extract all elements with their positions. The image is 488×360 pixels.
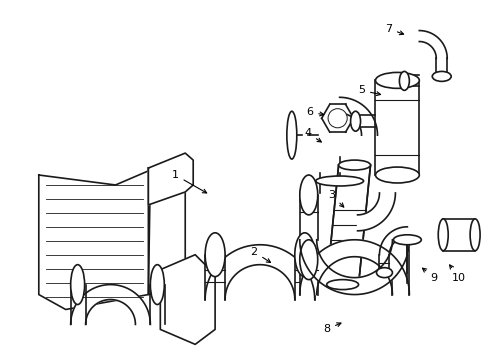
Text: 9: 9 bbox=[422, 268, 437, 283]
Ellipse shape bbox=[205, 233, 224, 276]
Polygon shape bbox=[160, 255, 215, 345]
Ellipse shape bbox=[437, 219, 447, 251]
Ellipse shape bbox=[399, 71, 408, 90]
Polygon shape bbox=[419, 31, 447, 58]
Ellipse shape bbox=[150, 265, 164, 305]
Polygon shape bbox=[339, 97, 377, 135]
Polygon shape bbox=[71, 285, 150, 324]
Polygon shape bbox=[299, 240, 408, 294]
Text: 2: 2 bbox=[250, 247, 270, 262]
Text: 7: 7 bbox=[384, 24, 403, 35]
Polygon shape bbox=[148, 155, 185, 294]
Polygon shape bbox=[326, 165, 370, 285]
Ellipse shape bbox=[299, 240, 317, 280]
Polygon shape bbox=[375, 80, 419, 175]
Ellipse shape bbox=[376, 268, 392, 278]
Ellipse shape bbox=[431, 71, 450, 81]
Ellipse shape bbox=[327, 109, 346, 128]
Ellipse shape bbox=[294, 233, 314, 276]
Text: 3: 3 bbox=[327, 190, 343, 207]
Ellipse shape bbox=[338, 160, 370, 170]
Ellipse shape bbox=[393, 235, 421, 245]
Text: 1: 1 bbox=[171, 170, 206, 193]
Text: 5: 5 bbox=[357, 85, 380, 95]
Ellipse shape bbox=[375, 72, 419, 88]
Polygon shape bbox=[205, 245, 314, 300]
Ellipse shape bbox=[469, 219, 479, 251]
Polygon shape bbox=[148, 153, 193, 205]
Ellipse shape bbox=[71, 265, 84, 305]
Ellipse shape bbox=[326, 280, 358, 289]
Text: 6: 6 bbox=[305, 107, 323, 117]
Polygon shape bbox=[39, 170, 150, 310]
Text: 10: 10 bbox=[448, 265, 465, 283]
Ellipse shape bbox=[375, 167, 419, 183]
Text: 8: 8 bbox=[323, 323, 340, 334]
Polygon shape bbox=[442, 219, 474, 251]
Polygon shape bbox=[299, 240, 408, 294]
Polygon shape bbox=[379, 227, 407, 255]
Ellipse shape bbox=[315, 176, 363, 186]
Ellipse shape bbox=[350, 111, 360, 131]
Ellipse shape bbox=[286, 111, 296, 159]
Ellipse shape bbox=[299, 175, 317, 215]
Text: 4: 4 bbox=[304, 128, 321, 142]
Polygon shape bbox=[357, 193, 395, 231]
